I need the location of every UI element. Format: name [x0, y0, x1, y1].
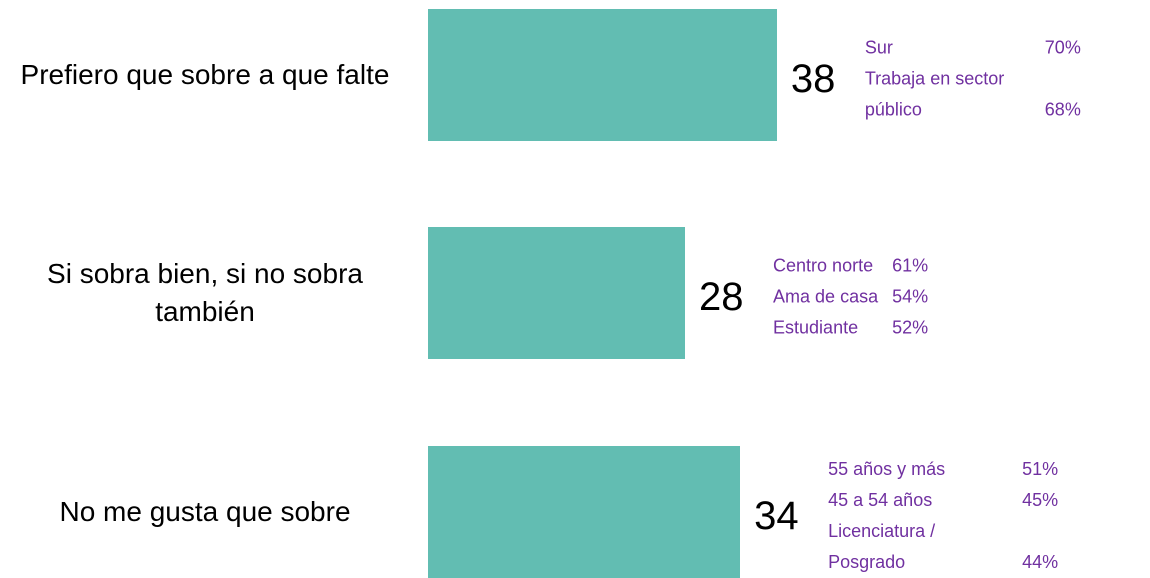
annotation-value: 44% [1022, 552, 1059, 572]
value-label: 34 [754, 494, 799, 538]
annotation-label: Trabaja en sector público [864, 68, 1005, 120]
annotation-label: Centro norte [773, 255, 874, 276]
annotation-value: 70% [1044, 37, 1081, 58]
annotation-block: Sur 70% Trabaja en sector público 68% [865, 33, 1081, 126]
category-label: No me gusta que sobre [59, 496, 351, 527]
annotation-value: 61% [892, 255, 929, 276]
annotation-value: 51% [1022, 459, 1059, 479]
annotation-label: Licenciatura / Posgrado [828, 521, 936, 572]
annotation-label: 45 a 54 años [828, 490, 933, 510]
bar [428, 9, 777, 141]
annotation-value: 54% [892, 286, 929, 307]
value-label: 28 [699, 275, 744, 319]
annotation-label: Sur [864, 37, 893, 58]
value-label: 38 [790, 57, 836, 101]
annotation-value: 68% [1044, 99, 1081, 120]
annotation-block: 55 años y más 51% 45 a 54 años 45% Licenciat… [828, 454, 1058, 578]
bar [428, 227, 686, 359]
bar [428, 446, 741, 578]
category-label: Prefiero que sobre a que falte [20, 59, 390, 90]
annotation-label: Estudiante [773, 317, 859, 338]
annotation-label: Ama de casa [773, 286, 879, 307]
category-label: Si sobra bien, si no sobra también [47, 258, 363, 327]
annotation-block: Centro norte 61% Ama de casa 54% Estudiante 5… [773, 251, 928, 344]
annotation-value: 52% [892, 317, 929, 338]
annotation-value: 45% [1022, 490, 1059, 510]
annotation-label: 55 años y más [828, 459, 946, 479]
